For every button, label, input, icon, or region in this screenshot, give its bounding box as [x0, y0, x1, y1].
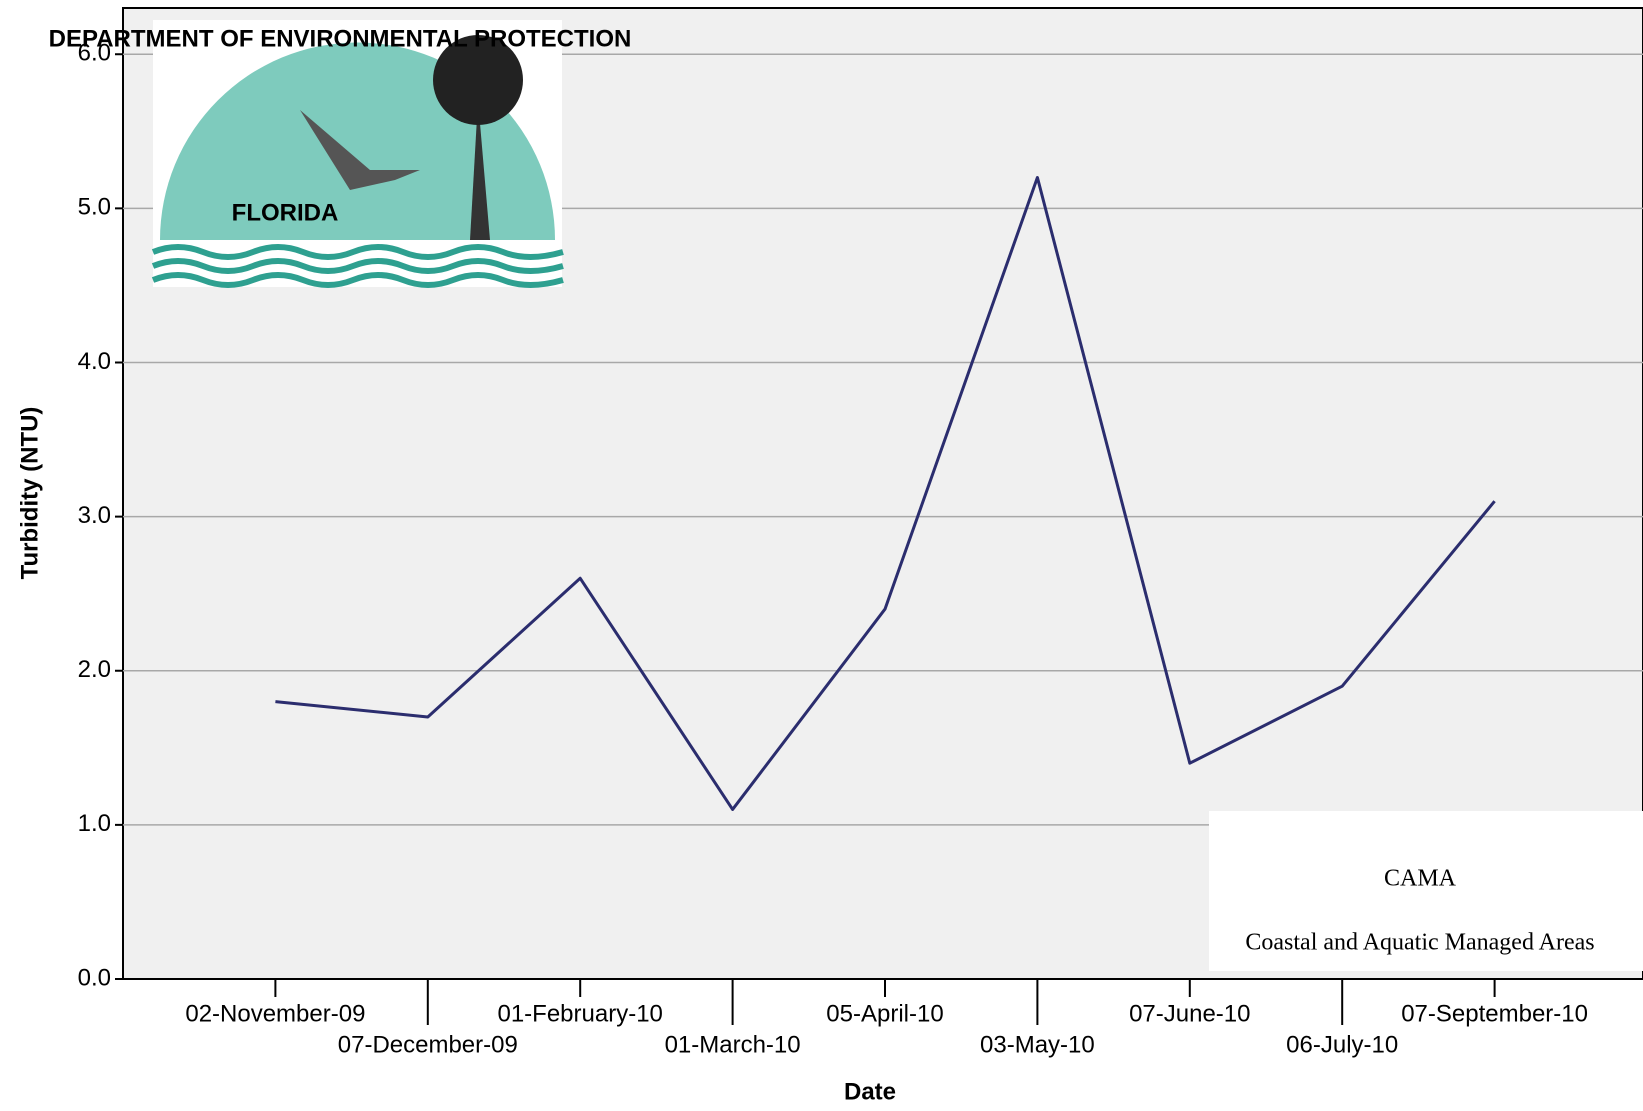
x-tick-label: 06-July-10 — [1286, 1031, 1398, 1058]
dep-logo: DEPARTMENT OF ENVIRONMENTAL PROTECTION F… — [49, 20, 632, 288]
y-tick-label: 5.0 — [78, 194, 111, 221]
logo-text: CAMA — [1384, 866, 1457, 892]
logo-text: Coastal and Aquatic Managed Areas — [1245, 930, 1594, 956]
logo-text: DEPARTMENT OF ENVIRONMENTAL PROTECTION — [49, 25, 632, 52]
x-tick-label: 07-June-10 — [1129, 1000, 1250, 1027]
x-tick-label: 07-September-10 — [1401, 1000, 1588, 1027]
y-tick-label: 2.0 — [78, 656, 111, 683]
y-tick-label: 6.0 — [78, 40, 111, 67]
y-axis-title: Turbidity (NTU) — [16, 407, 43, 580]
x-axis-title: Date — [844, 1078, 896, 1105]
x-tick-label: 07-December-09 — [338, 1031, 518, 1058]
x-tick-label: 02-November-09 — [185, 1000, 365, 1027]
y-tick-label: 3.0 — [78, 502, 111, 529]
cama-logo: CAMA Coastal and Aquatic Managed Areas — [1209, 811, 1643, 971]
y-tick-label: 1.0 — [78, 810, 111, 837]
y-tick-label: 0.0 — [78, 964, 111, 991]
data-line — [275, 176, 1496, 811]
x-tick-label: 03-May-10 — [980, 1031, 1095, 1058]
x-tick-label: 05-April-10 — [826, 1000, 943, 1027]
y-tick-label: 4.0 — [78, 348, 111, 375]
x-tick-label: 01-March-10 — [665, 1031, 801, 1058]
logo-text: FLORIDA — [232, 199, 339, 226]
x-tick-label: 01-February-10 — [497, 1000, 662, 1027]
